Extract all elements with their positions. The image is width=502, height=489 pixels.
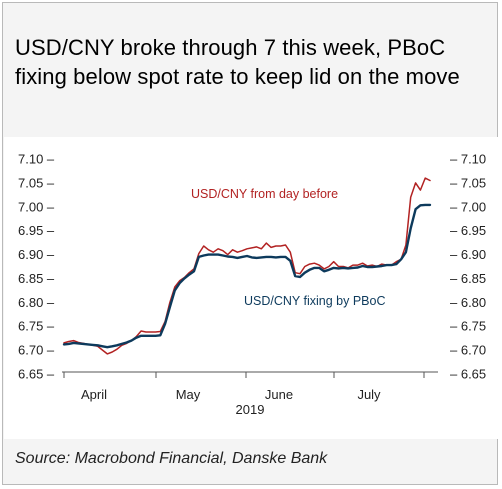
y-tick-label-right: – 7.00 <box>450 199 486 214</box>
y-tick-label-right: – 6.70 <box>450 343 486 358</box>
y-tick-label-right: – 7.10 <box>450 152 486 167</box>
x-axis: April May June July <box>63 372 425 402</box>
y-tick-label-right: – 7.05 <box>450 175 486 190</box>
y-tick-label-left: 6.70 – <box>18 343 55 358</box>
y-tick-label-left: 7.00 – <box>18 199 55 214</box>
series-group <box>62 177 432 355</box>
plot-area: 7.10 – 7.05 – 7.00 – 6.95 – 6.90 – 6.85 – 6.80… <box>4 137 498 439</box>
y-tick-label-left: 6.75 – <box>18 319 55 334</box>
x-tick-label: June <box>265 387 293 402</box>
y-tick-label-right: – 6.85 <box>450 271 486 286</box>
x-tick-label: July <box>357 387 381 402</box>
y-tick-label-right: – 6.65 <box>450 367 486 382</box>
chart-source: Source: Macrobond Financial, Danske Bank <box>15 450 328 467</box>
y-tick-label-left: 6.65 – <box>18 367 55 382</box>
y-tick-label-left: 6.95 – <box>18 223 55 238</box>
y-tick-label-left: 6.80 – <box>18 295 55 310</box>
y-tick-label-right: – 6.95 <box>450 223 486 238</box>
chart-panel: USD/CNY broke through 7 this week, PBoC … <box>2 2 498 485</box>
line-chart: 7.10 – 7.05 – 7.00 – 6.95 – 6.90 – 6.85 – 6.80… <box>18 152 486 418</box>
left-y-axis: 7.10 – 7.05 – 7.00 – 6.95 – 6.90 – 6.85 – 6.80… <box>18 152 55 382</box>
y-tick-label-right: – 6.90 <box>450 247 486 262</box>
chart-title: USD/CNY broke through 7 this week, PBoC … <box>15 35 460 89</box>
y-tick-label-right: – 6.75 <box>450 319 486 334</box>
x-year-label: 2019 <box>236 402 265 417</box>
y-tick-label-right: – 6.80 <box>450 295 486 310</box>
x-tick-label: May <box>176 387 201 402</box>
series-line-usdcny-fixing <box>62 203 432 349</box>
y-tick-label-left: 7.05 – <box>18 175 55 190</box>
y-tick-label-left: 6.85 – <box>18 271 55 286</box>
y-tick-label-left: 6.90 – <box>18 247 55 262</box>
right-y-axis: – 7.10 – 7.05 – 7.00 – 6.95 – 6.90 – 6.85 – 6.… <box>450 152 486 382</box>
x-tick-label: April <box>81 387 107 402</box>
y-tick-label-left: 7.10 – <box>18 152 55 167</box>
series-label-usdcny-fixing: USD/CNY fixing by PBoC <box>244 294 386 308</box>
series-label-usdcny-day-before: USD/CNY from day before <box>191 187 338 201</box>
